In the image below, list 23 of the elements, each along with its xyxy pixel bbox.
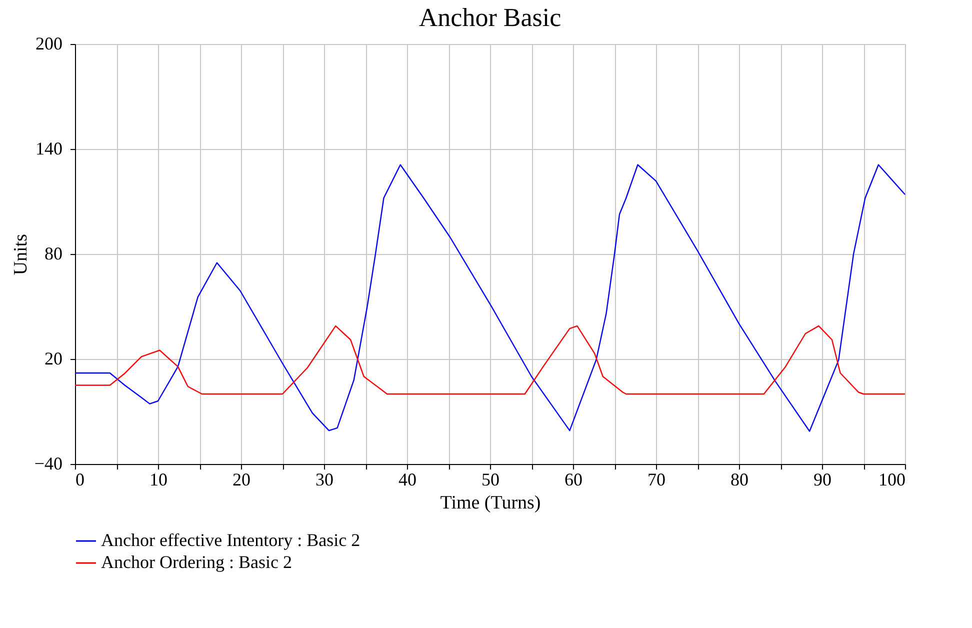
x-tick-label: 90 [814, 470, 832, 490]
x-tick-label: 100 [878, 470, 906, 490]
x-tick-label: 50 [482, 470, 500, 490]
x-tick-label: 30 [316, 470, 334, 490]
x-tick-label: 10 [150, 470, 168, 490]
legend-label: Anchor Ordering : Basic 2 [101, 552, 292, 572]
y-axis-title: Units [10, 234, 32, 276]
x-tick-label: 80 [730, 470, 748, 490]
line-series [74, 325, 906, 395]
y-tick-label: 20 [44, 348, 62, 368]
line-series [74, 164, 906, 432]
x-tick-label: 0 [76, 470, 84, 490]
x-tick-label: 40 [398, 470, 416, 490]
chart-title: Anchor Basic [418, 3, 562, 32]
y-tick-label: 140 [36, 138, 62, 158]
x-tick-label: 60 [564, 470, 582, 490]
x-tick-label: 20 [232, 470, 250, 490]
x-axis-title: Time (Turns) [440, 492, 541, 514]
legend-label: Anchor effective Intentory : Basic 2 [101, 530, 360, 550]
x-tick-label: 70 [648, 470, 666, 490]
y-tick-label: 80 [44, 244, 62, 264]
y-tick-label: 200 [36, 34, 62, 54]
y-tick-label: −40 [34, 454, 62, 474]
